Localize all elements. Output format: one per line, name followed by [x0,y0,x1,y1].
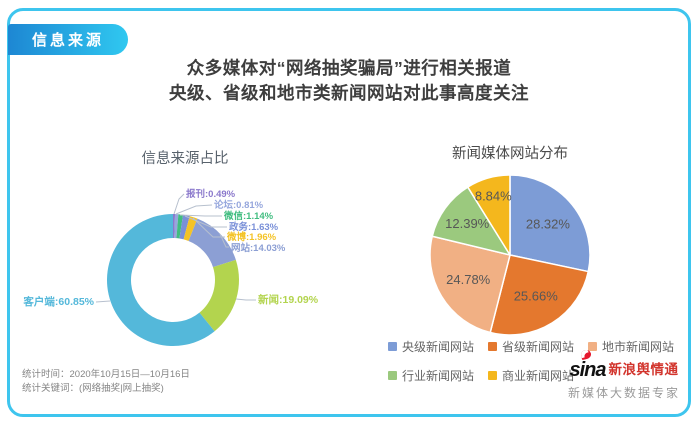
legend-marker [488,342,498,351]
legend-item-行业新闻网站: 行业新闻网站 [388,367,474,384]
donut-chart-title: 信息来源占比 [141,151,229,167]
pie-legend: 央级新闻网站 省级新闻网站 地市新闻网站行业新闻网站 商业新闻网站 [388,338,688,384]
pie-label-商业新闻网站: 8.84% [475,189,512,204]
donut-slice-微信 [176,214,184,239]
legend-label: 行业新闻网站 [402,369,475,383]
donut-leader-line [184,215,227,228]
brand-slogan: 新媒体大数据专家 [567,386,680,400]
legend-marker [388,342,397,351]
donut-label-论坛: 论坛:0.81% [214,199,264,211]
pie-slice-地市新闻网站 [429,235,511,334]
pie-slice-商业新闻网站 [467,174,511,256]
legend-item-商业新闻网站: 商业新闻网站 [488,367,574,384]
pie-slice-行业新闻网站 [431,186,511,256]
pie-label-央级新闻网站: 28.32% [526,216,571,231]
section-tab: 信息来源 [8,24,128,55]
donut-slice-报刊 [173,214,176,239]
pie-label-省级新闻网站: 25.66% [514,288,559,303]
legend-item-省级新闻网站: 省级新闻网站 [488,338,574,355]
pie-label-行业新闻网站: 12.39% [445,216,490,231]
legend-marker [588,342,598,351]
donut-label-网站: 网站:14.03% [231,242,286,254]
pie-slice-央级新闻网站 [509,174,591,273]
stats-note: 统计时间：2020年10月15日—10月16日 统计关键词：(网络抽奖|网上抽奖… [22,368,190,396]
stats-time: 统计时间：2020年10月15日—10月16日 [22,369,190,380]
legend-label: 地市新闻网站 [602,340,675,354]
donut-slice-新闻 [199,259,240,332]
legend-marker [488,371,498,380]
donut-chart: 报刊:0.49%论坛:0.81%微信:1.14%政务:1.63%微博:1.96%… [22,188,319,346]
donut-leader-line [219,233,229,248]
donut-label-政务: 政务:1.63% [229,221,279,233]
legend-label: 央级新闻网站 [402,340,475,354]
donut-slice-微博 [183,216,198,241]
donut-slice-政务 [179,214,190,240]
legend-marker [388,371,397,380]
donut-slice-客户端 [106,214,215,346]
donut-leader-line [179,214,222,217]
brand-logo: sina 新浪舆情通 新媒体大数据专家 [567,348,680,401]
donut-label-微博: 微博:1.96% [226,231,277,243]
pie-chart-title: 新闻媒体网站分布 [452,146,568,162]
pie-slice-省级新闻网站 [489,254,590,336]
main-title-line2: 央级、省级和地市类新闻网站对此事高度关注 [169,83,529,103]
legend-item-地市新闻网站: 地市新闻网站 [588,338,674,355]
donut-label-客户端: 客户端:60.85% [22,295,94,308]
donut-slice-论坛 [174,214,179,239]
donut-leader-line [173,193,185,215]
pie-label-地市新闻网站: 24.78% [446,272,491,287]
donut-label-新闻: 新闻:19.09% [258,293,319,306]
pie-chart: 28.32% 25.66% 24.78% 12.39% 8.84% [429,174,591,336]
donut-leader-line [95,300,111,303]
main-title: 众多媒体对“网络抽奖骗局”进行相关报道 央级、省级和地市类新闻网站对此事高度关注 [0,56,698,106]
donut-slice-网站 [188,218,236,268]
brand-logo-row: sina 新浪舆情通 [568,348,680,381]
legend-label: 省级新闻网站 [502,340,575,354]
section-tab-label: 信息来源 [31,32,104,49]
stats-keywords: 统计关键词：(网络抽奖|网上抽奖) [22,383,164,394]
main-title-line1: 众多媒体对“网络抽奖骗局”进行相关报道 [186,58,512,78]
donut-label-报刊: 报刊:0.49% [186,188,236,200]
donut-leader-line [175,204,213,215]
legend-label: 商业新闻网站 [502,369,575,383]
sina-wordmark: sina [569,359,606,381]
brand-name: 新浪舆情通 [608,362,679,377]
donut-leader-line [235,298,256,301]
donut-label-微信: 微信:1.14% [223,210,274,222]
legend-item-央级新闻网站: 央级新闻网站 [388,338,474,355]
